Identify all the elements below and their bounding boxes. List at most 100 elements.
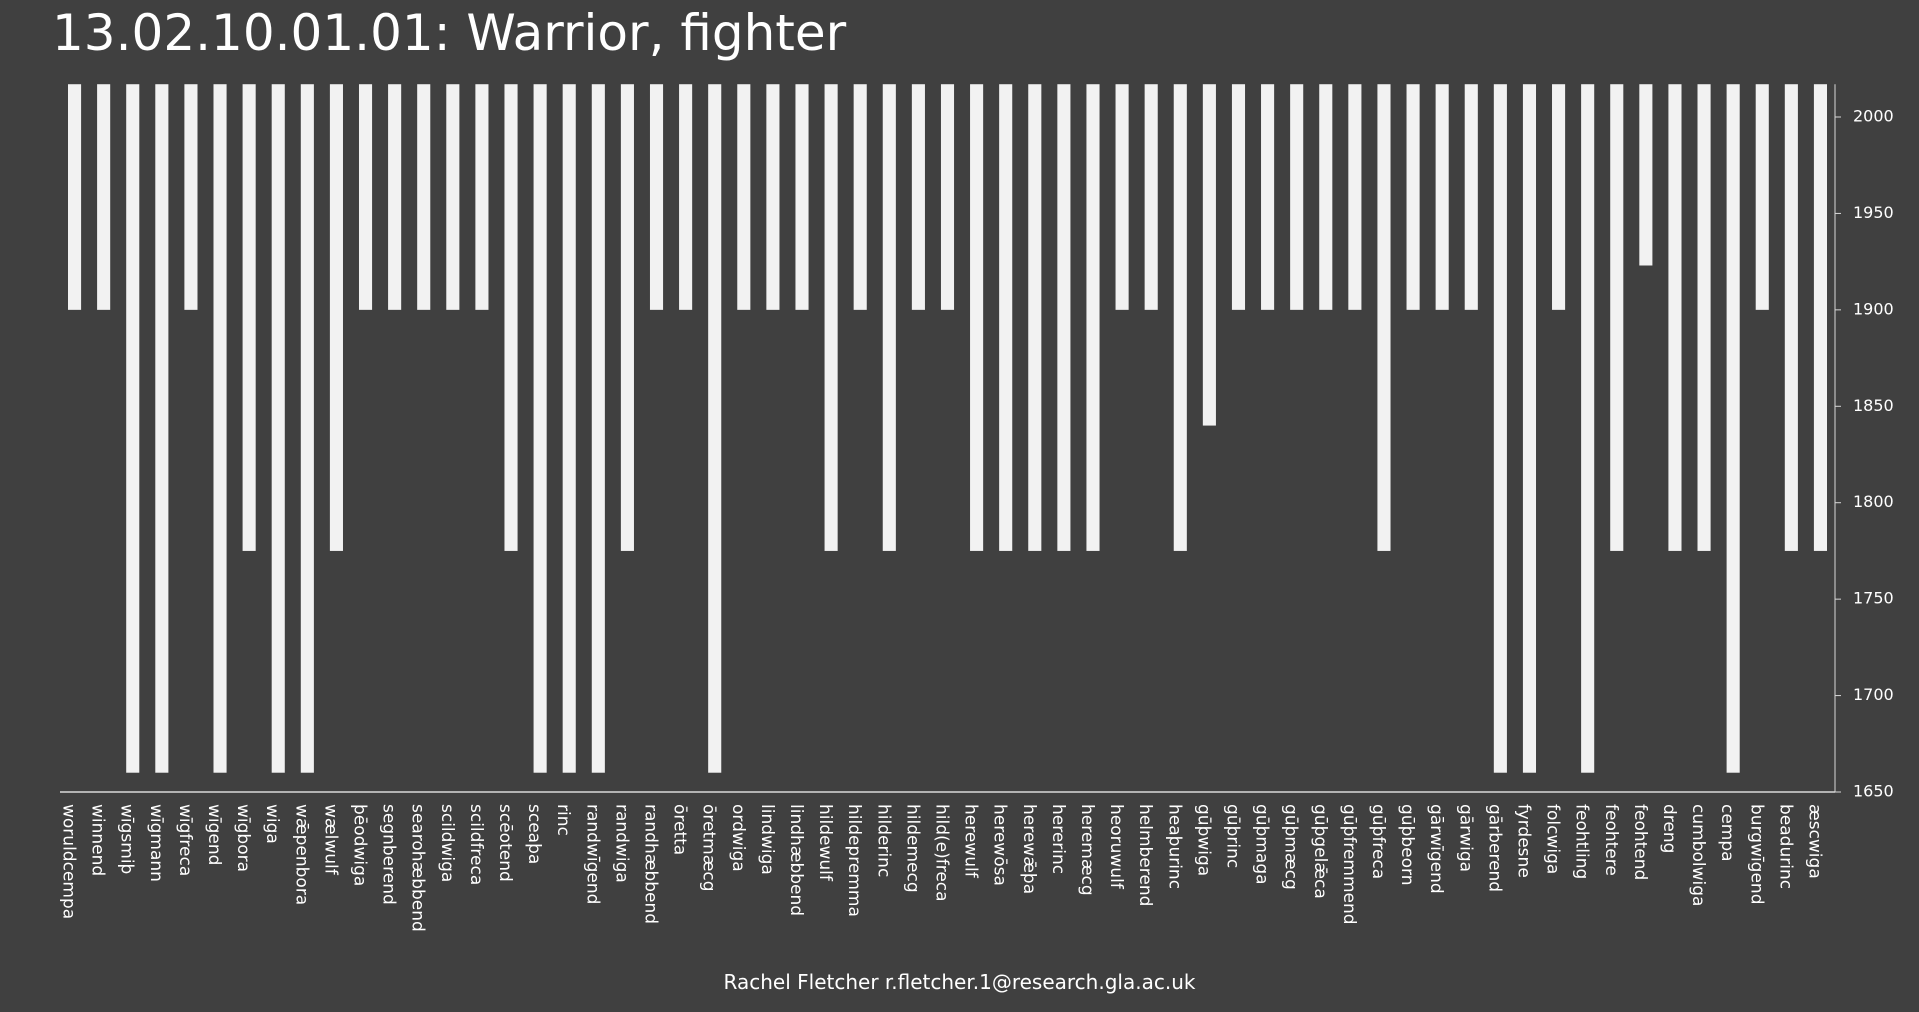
bar-10 <box>358 84 373 310</box>
axes-group <box>60 84 1841 793</box>
x-tick-label: segnberend <box>379 804 399 905</box>
bar-6 <box>242 84 256 551</box>
x-tick-label: scildwiga <box>437 804 457 882</box>
x-tick-label: lindhæbbend <box>786 804 806 916</box>
bar-31 <box>970 84 984 551</box>
bar-21 <box>679 84 693 310</box>
bar-37 <box>1144 84 1158 310</box>
x-tick-label: cumbolwiga <box>1688 804 1708 906</box>
x-tick-label: hildepremma <box>844 804 864 917</box>
bar-12 <box>417 84 431 310</box>
x-tick-label: randhæbbend <box>641 804 661 924</box>
y-tick-label: 1850 <box>1853 396 1894 415</box>
bar-19 <box>620 84 634 551</box>
x-tick-label: feohtend <box>1630 804 1650 880</box>
x-tick-label: hild(e)freca <box>932 804 952 902</box>
bar-0 <box>68 84 82 310</box>
x-tick-label: folcwiga <box>1543 804 1563 874</box>
x-tick-label: heaþurinc <box>1164 804 1184 889</box>
bar-42 <box>1290 84 1304 310</box>
y-tick-label: 1750 <box>1853 589 1894 608</box>
bar-56 <box>1697 84 1711 551</box>
x-tick-label: feohtere <box>1601 804 1621 876</box>
x-tick-label: þēodwiga <box>350 804 370 886</box>
y-tick-label: 1650 <box>1853 782 1894 801</box>
x-tick-label: herewulf <box>961 804 981 879</box>
x-tick-label: beadurinc <box>1775 804 1795 889</box>
bar-15 <box>504 84 518 551</box>
bar-53 <box>1610 84 1624 551</box>
bar-49 <box>1493 84 1507 773</box>
x-tick-label: hildemecg <box>902 804 922 893</box>
bar-46 <box>1406 84 1420 310</box>
bars-group <box>68 84 1827 773</box>
bar-44 <box>1348 84 1362 310</box>
x-tick-label: gūþgelǣca <box>1310 804 1330 899</box>
x-tick-label: gūþfremmend <box>1339 804 1359 925</box>
bar-50 <box>1522 84 1537 773</box>
bar-38 <box>1173 84 1187 551</box>
bar-26 <box>824 84 838 551</box>
x-tick-label: woruldcempa <box>59 804 79 919</box>
x-tick-label: heoruwulf <box>1106 804 1126 890</box>
bar-5 <box>213 84 227 773</box>
x-tick-label: winnend <box>88 804 108 876</box>
bar-45 <box>1377 84 1391 551</box>
y-tick-labels: 2000 1950 1900 1850 1800 1750 1700 1650 <box>1853 107 1894 801</box>
y-tick-label: 2000 <box>1853 107 1894 126</box>
bar-30 <box>940 84 955 310</box>
x-tick-label: ōretta <box>670 804 690 855</box>
x-tick-label: scēotend <box>495 804 515 882</box>
bar-48 <box>1464 84 1478 310</box>
bar-43 <box>1319 84 1333 310</box>
bar-32 <box>999 84 1013 551</box>
bar-4 <box>184 84 198 310</box>
bar-40 <box>1231 84 1246 310</box>
bar-52 <box>1581 84 1595 773</box>
x-tick-label: dreng <box>1659 804 1679 853</box>
x-tick-label: gūþwiga <box>1193 804 1213 876</box>
bar-7 <box>271 84 285 773</box>
bar-29 <box>911 84 925 310</box>
bar-58 <box>1755 84 1769 310</box>
bar-11 <box>388 84 402 310</box>
bar-13 <box>446 84 460 310</box>
bar-23 <box>737 84 751 310</box>
bar-35 <box>1086 84 1100 551</box>
x-tick-label: hererinc <box>1048 804 1068 874</box>
bar-27 <box>853 84 867 310</box>
bar-14 <box>475 84 489 310</box>
x-tick-label: herewǣþa <box>1019 804 1039 894</box>
x-tick-label: gūþmæcg <box>1281 804 1301 890</box>
x-tick-label: æscwiga <box>1804 804 1824 879</box>
x-tick-label: feohtling <box>1572 804 1592 879</box>
bar-55 <box>1668 84 1682 551</box>
bar-36 <box>1115 84 1129 310</box>
y-tick-label: 1950 <box>1853 203 1894 222</box>
x-tick-label: herewōsa <box>990 804 1010 886</box>
bar-8 <box>300 84 314 773</box>
bar-54 <box>1639 84 1653 266</box>
x-tick-label: ordwiga <box>728 804 748 872</box>
bar-18 <box>591 84 605 773</box>
bar-39 <box>1202 84 1216 426</box>
bar-24 <box>766 84 780 310</box>
x-tick-label: gūþmaga <box>1252 804 1272 885</box>
bar-17 <box>562 84 576 773</box>
bar-47 <box>1435 84 1449 310</box>
bar-2 <box>126 84 140 773</box>
x-tick-label: fyrdesne <box>1513 804 1533 878</box>
x-tick-label: ōretmæcg <box>699 804 719 892</box>
bar-28 <box>882 84 896 551</box>
y-tick-label: 1700 <box>1853 685 1894 704</box>
x-tick-label: sceaþa <box>524 804 544 864</box>
x-tick-label: wīgend <box>204 804 224 865</box>
bar-22 <box>708 84 722 773</box>
x-tick-label: hilderinc <box>873 804 893 877</box>
bar-60 <box>1813 84 1827 551</box>
bar-34 <box>1057 84 1071 551</box>
bar-57 <box>1726 84 1740 773</box>
x-tick-label: wiga <box>262 804 282 844</box>
x-tick-label: wīgsmiþ <box>117 804 137 874</box>
